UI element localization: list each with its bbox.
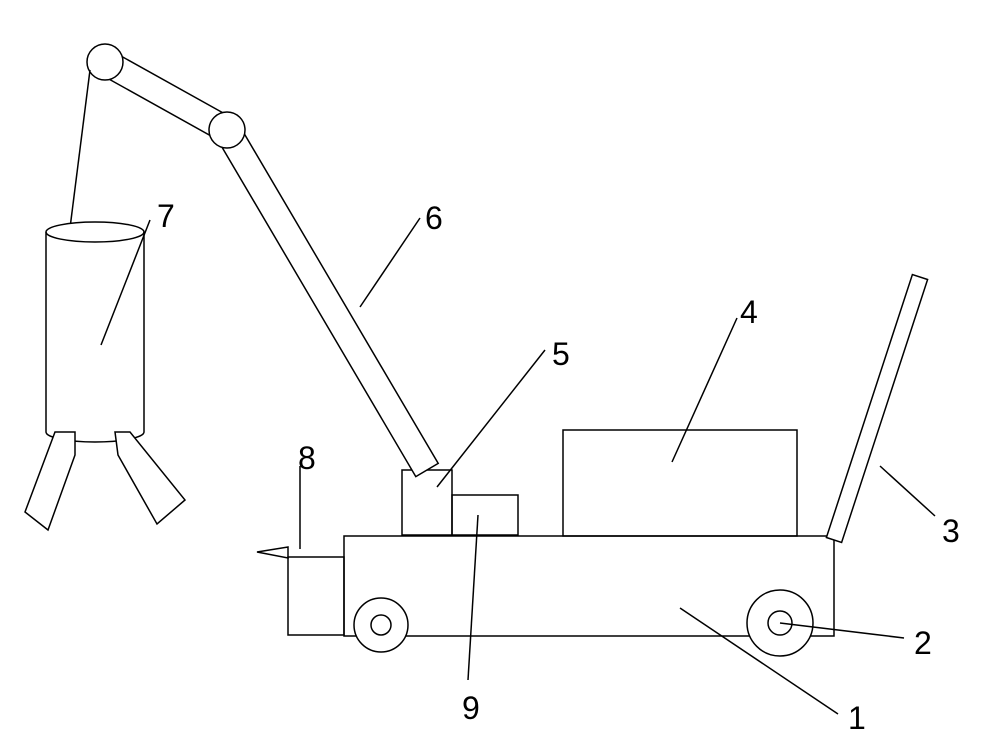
label-6: 6 <box>425 200 443 237</box>
label-4: 4 <box>740 294 758 331</box>
label-7: 7 <box>157 198 175 235</box>
label-9: 9 <box>462 690 480 727</box>
label-3: 3 <box>942 513 960 550</box>
label-5: 5 <box>552 336 570 373</box>
diagram-svg <box>0 0 1000 756</box>
label-8: 8 <box>298 440 316 477</box>
label-2: 2 <box>914 625 932 662</box>
label-1: 1 <box>848 700 866 737</box>
